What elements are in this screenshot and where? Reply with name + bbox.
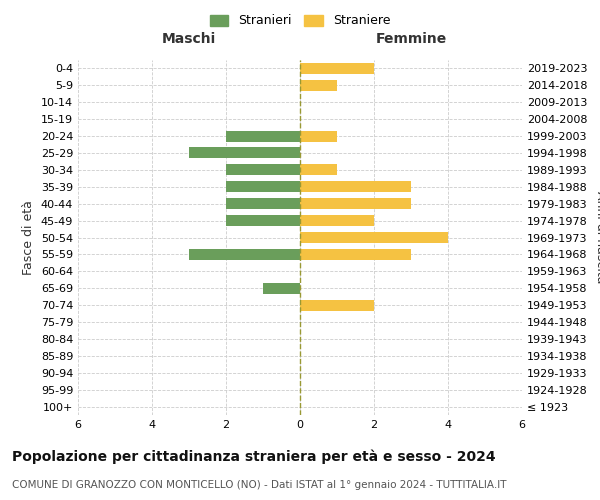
Bar <box>300 249 411 260</box>
Legend: Stranieri, Straniere: Stranieri, Straniere <box>205 10 395 32</box>
Bar <box>226 215 300 226</box>
Bar <box>300 215 374 226</box>
Bar <box>300 232 448 243</box>
Bar <box>189 148 300 158</box>
Bar <box>300 63 374 74</box>
Y-axis label: Fasce di età: Fasce di età <box>22 200 35 275</box>
Bar <box>300 300 374 310</box>
Bar <box>263 282 300 294</box>
Bar <box>189 249 300 260</box>
Text: COMUNE DI GRANOZZO CON MONTICELLO (NO) - Dati ISTAT al 1° gennaio 2024 - TUTTITA: COMUNE DI GRANOZZO CON MONTICELLO (NO) -… <box>12 480 506 490</box>
Text: Popolazione per cittadinanza straniera per età e sesso - 2024: Popolazione per cittadinanza straniera p… <box>12 450 496 464</box>
Bar <box>226 130 300 141</box>
Bar <box>300 164 337 175</box>
Bar <box>226 164 300 175</box>
Bar <box>226 182 300 192</box>
Y-axis label: Anni di nascita: Anni di nascita <box>594 191 600 284</box>
Bar <box>300 80 337 91</box>
Bar <box>300 130 337 141</box>
Text: Femmine: Femmine <box>376 32 446 46</box>
Bar <box>300 182 411 192</box>
Text: Maschi: Maschi <box>162 32 216 46</box>
Bar <box>300 198 411 209</box>
Bar <box>226 198 300 209</box>
